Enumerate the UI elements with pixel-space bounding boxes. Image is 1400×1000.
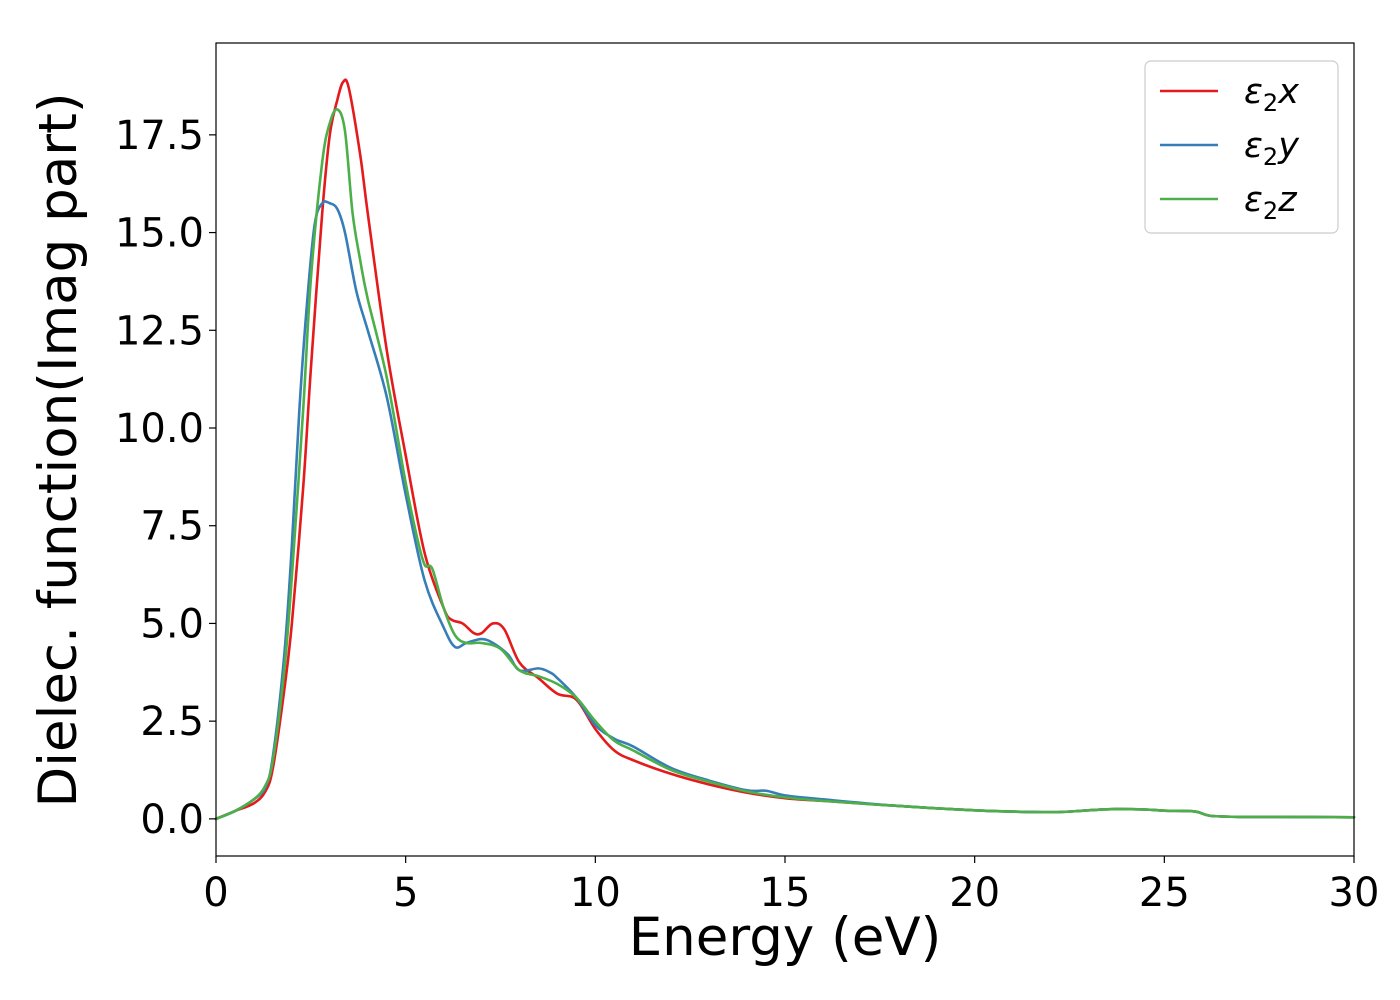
legend-subscript: 2 [1263,197,1278,225]
y-tick-label: 12.5 [115,308,204,354]
x-tick-label: 10 [570,870,621,916]
x-tick-label: 25 [1139,870,1190,916]
plot-lines [214,78,1356,821]
y-axis-label: Dielec. function(Imag part) [28,92,89,807]
y-tick-label: 15.0 [115,211,204,257]
x-tick-label: 30 [1329,870,1380,916]
x-tick-label: 20 [949,870,1000,916]
y-tick-label: 5.0 [140,601,204,647]
y-tick-label: 7.5 [140,504,204,550]
legend-label-z: ε2z [1244,180,1297,225]
legend-variable: z [1277,180,1297,220]
x-axis-label: Energy (eV) [629,907,942,968]
legend-variable: y [1277,126,1300,166]
legend-symbol: ε [1244,72,1263,112]
y-tick-label: 2.5 [140,699,204,745]
legend-symbol: ε [1244,180,1263,220]
y-tick-label: 0.0 [140,797,204,843]
y-tick-label: 10.0 [115,406,204,452]
legend-variable: x [1277,72,1299,112]
legend-subscript: 2 [1263,89,1278,117]
legend-label-x: ε2x [1244,72,1299,117]
legend-subscript: 2 [1263,143,1278,171]
y-axis-ticks: 0.0 2.5 5.0 7.5 10.0 12.5 15.0 17.5 [115,113,216,843]
x-tick-label: 5 [393,870,418,916]
x-tick-label: 0 [203,870,228,916]
series-line-z [214,108,1356,821]
x-axis-ticks: 0 5 10 15 20 25 30 [203,856,1379,916]
y-tick-label: 17.5 [115,113,204,159]
legend-label-y: ε2y [1244,126,1300,171]
legend-box [1144,60,1339,234]
x-tick-label: 15 [760,870,811,916]
legend-symbol: ε [1244,126,1263,166]
